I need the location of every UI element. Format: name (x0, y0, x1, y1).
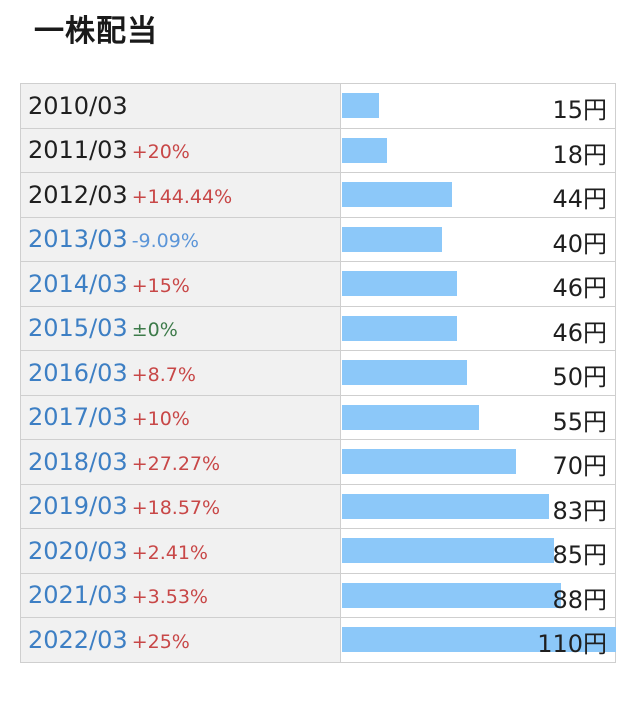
table-row: 2019/03 +18.57% 83円 (20, 483, 616, 529)
period-label[interactable]: 2014/03 (28, 269, 128, 298)
table-row: 2013/03 -9.09% 40円 (20, 216, 616, 262)
period-cell: 2015/03 ±0% (20, 305, 341, 351)
period-label[interactable]: 2015/03 (28, 314, 128, 343)
dividend-amount: 50円 (552, 363, 607, 391)
table-row: 2021/03 +3.53% 88円 (20, 572, 616, 618)
change-label: +3.53% (131, 586, 208, 609)
dividend-bar (342, 182, 452, 207)
dividend-amount: 55円 (552, 407, 607, 436)
bar-cell: 110円 (340, 617, 616, 663)
bar-cell: 85円 (340, 528, 616, 574)
bar-cell: 44円 (340, 172, 616, 218)
change-label: +144.44% (131, 185, 233, 208)
change-label: -9.09% (131, 230, 199, 253)
bar-cell: 46円 (340, 261, 616, 307)
period-label[interactable]: 2021/03 (28, 581, 128, 610)
bar-cell: 88円 (340, 572, 616, 618)
period-cell: 2021/03 +3.53% (20, 572, 341, 618)
period-label[interactable]: 2019/03 (28, 492, 128, 521)
dividend-bar (342, 582, 561, 608)
bar-cell: 46円 (340, 305, 616, 351)
change-label: +25% (131, 630, 190, 653)
table-row: 2011/03 +20% 18円 (20, 127, 616, 173)
dividend-bar (342, 404, 479, 430)
bar-cell: 15円 (340, 83, 616, 129)
change-label: +18.57% (131, 497, 221, 520)
period-cell: 2013/03 -9.09% (20, 216, 341, 262)
dividend-amount: 85円 (552, 541, 607, 569)
change-label: +27.27% (131, 452, 221, 475)
period-label: 2011/03 (28, 136, 128, 165)
table-row: 2012/03 +144.44% 44円 (20, 172, 616, 218)
period-label: 2012/03 (28, 180, 128, 209)
period-cell: 2012/03 +144.44% (20, 172, 341, 218)
change-label: ±0% (131, 319, 178, 342)
dividend-bar (342, 627, 616, 652)
dividend-bar (342, 315, 457, 341)
dividend-amount: 83円 (552, 496, 607, 525)
dividend-bar (342, 271, 457, 296)
table-row: 2017/03 +10% 55円 (20, 394, 616, 440)
dividend-bar (342, 93, 379, 118)
dividend-amount: 46円 (552, 318, 607, 347)
period-cell: 2010/03 (20, 83, 341, 129)
period-label[interactable]: 2022/03 (28, 625, 128, 654)
period-cell: 2011/03 +20% (20, 127, 341, 173)
bar-cell: 55円 (340, 394, 616, 440)
dividend-bar (342, 538, 554, 563)
period-cell: 2014/03 +15% (20, 261, 341, 307)
period-cell: 2020/03 +2.41% (20, 528, 341, 574)
table-row: 2022/03 +25% 110円 (20, 617, 616, 663)
dividend-amount: 18円 (552, 140, 607, 169)
bar-cell: 18円 (340, 127, 616, 173)
dividend-bar (342, 449, 516, 474)
dividend-bar (342, 360, 467, 385)
dividend-amount: 40円 (552, 229, 607, 258)
change-label: +8.7% (131, 363, 196, 386)
period-label[interactable]: 2018/03 (28, 447, 128, 476)
bar-cell: 83円 (340, 483, 616, 529)
table-row: 2014/03 +15% 46円 (20, 261, 616, 307)
dividend-amount: 46円 (552, 274, 607, 302)
period-label: 2010/03 (28, 91, 128, 120)
dividend-table: 2010/03 15円 2011/03 +20% 18円 2012/03 +144.44% 4… (20, 83, 616, 663)
dividend-amount: 70円 (552, 452, 607, 480)
dividend-amount: 110円 (537, 630, 607, 658)
dividend-bar (342, 226, 442, 252)
period-cell: 2016/03 +8.7% (20, 350, 341, 396)
period-cell: 2017/03 +10% (20, 394, 341, 440)
period-label[interactable]: 2016/03 (28, 358, 128, 387)
dividend-bar (342, 137, 387, 163)
table-row: 2016/03 +8.7% 50円 (20, 350, 616, 396)
change-label: +15% (131, 274, 190, 297)
table-row: 2018/03 +27.27% 70円 (20, 439, 616, 485)
period-label[interactable]: 2020/03 (28, 536, 128, 565)
page-title: 一株配当 (34, 14, 158, 49)
table-row: 2015/03 ±0% 46円 (20, 305, 616, 351)
bar-cell: 40円 (340, 216, 616, 262)
change-label: +10% (131, 408, 190, 431)
bar-cell: 50円 (340, 350, 616, 396)
bar-cell: 70円 (340, 439, 616, 485)
period-cell: 2022/03 +25% (20, 617, 341, 663)
dividend-amount: 15円 (552, 96, 607, 124)
period-label[interactable]: 2013/03 (28, 225, 128, 254)
change-label: +2.41% (131, 541, 208, 564)
period-cell: 2019/03 +18.57% (20, 483, 341, 529)
table-row: 2020/03 +2.41% 85円 (20, 528, 616, 574)
dividend-amount: 88円 (552, 585, 607, 614)
period-cell: 2018/03 +27.27% (20, 439, 341, 485)
dividend-amount: 44円 (552, 185, 607, 213)
period-label[interactable]: 2017/03 (28, 403, 128, 432)
change-label: +20% (131, 141, 190, 164)
dividend-bar (342, 493, 549, 519)
dividend-table-body: 2010/03 15円 2011/03 +20% 18円 2012/03 +144.44% 4… (20, 83, 616, 663)
table-row: 2010/03 15円 (20, 83, 616, 129)
